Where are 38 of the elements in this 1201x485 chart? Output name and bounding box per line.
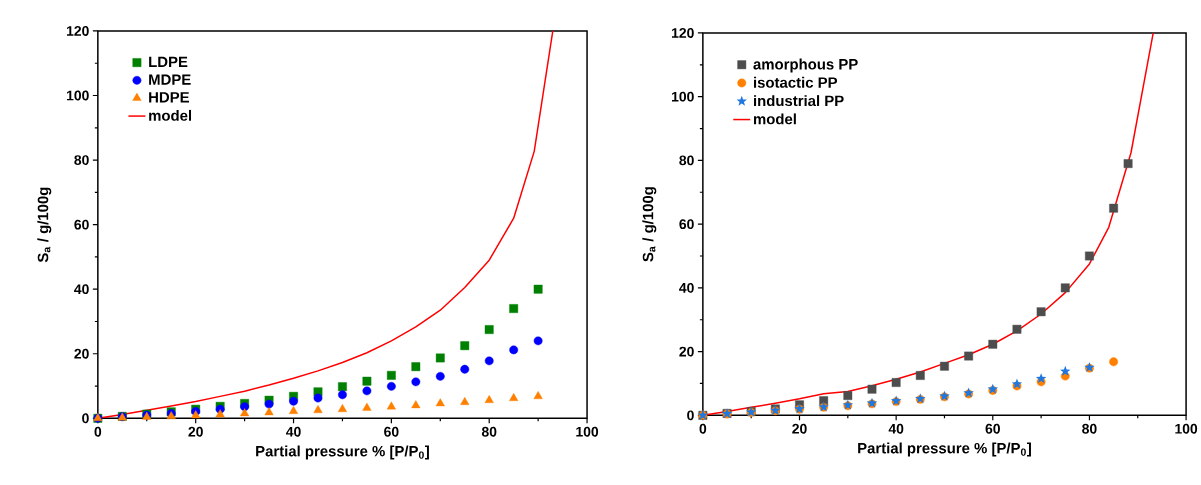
x-tick-label: 40: [286, 426, 301, 437]
legend-label: industrial PP: [754, 95, 844, 106]
y-tick-label: 20: [74, 348, 89, 359]
x-tick-label: 60: [985, 423, 1000, 434]
y-axis-title: S$_{a}$ / g/100g: [642, 187, 657, 262]
legend-label: model: [149, 109, 192, 121]
x-tick-label: 20: [792, 423, 807, 434]
x-tick-label: 0: [94, 426, 102, 437]
y-tick-label: 0: [82, 413, 89, 424]
y-tick-label: 100: [672, 91, 694, 102]
y-tick-label: 0: [687, 410, 694, 421]
x-tick-label: 20: [188, 426, 203, 437]
x-axis-title: Partial pressure % [P/P$_{0}$]: [858, 442, 1031, 457]
y-tick-label: 60: [74, 219, 89, 230]
y-tick-label: 40: [679, 282, 694, 293]
x-tick-label: 0: [699, 423, 707, 434]
legend-label: HDPE: [149, 92, 190, 103]
y-tick-label: 80: [74, 155, 89, 165]
y-tick-label: 60: [679, 219, 694, 229]
y-tick-label: 120: [66, 25, 89, 36]
y-tick-label: 120: [672, 27, 694, 38]
x-tick-label: 100: [576, 426, 599, 437]
x-tick-label: 80: [1082, 423, 1097, 434]
y-tick-label: 80: [679, 155, 694, 166]
x-axis-title: Partial pressure % [P/P$_{0}$]: [256, 445, 429, 460]
legend-label: LDPE: [149, 56, 188, 67]
y-axis-title: S$_{a}$ / g/100g: [37, 187, 52, 263]
x-tick-label: 100: [1175, 423, 1198, 434]
legend-label: MDPE: [149, 74, 191, 85]
y-tick-label: 100: [66, 90, 89, 101]
legend-label: model: [753, 113, 796, 125]
x-tick-label: 80: [481, 426, 497, 437]
x-tick-label: 40: [888, 423, 904, 434]
x-tick-label: 60: [384, 426, 399, 437]
y-tick-label: 20: [679, 346, 694, 357]
legend-label: isotactic PP: [754, 76, 838, 88]
legend-label: amorphous PP: [753, 58, 858, 73]
y-tick-label: 40: [74, 284, 89, 295]
